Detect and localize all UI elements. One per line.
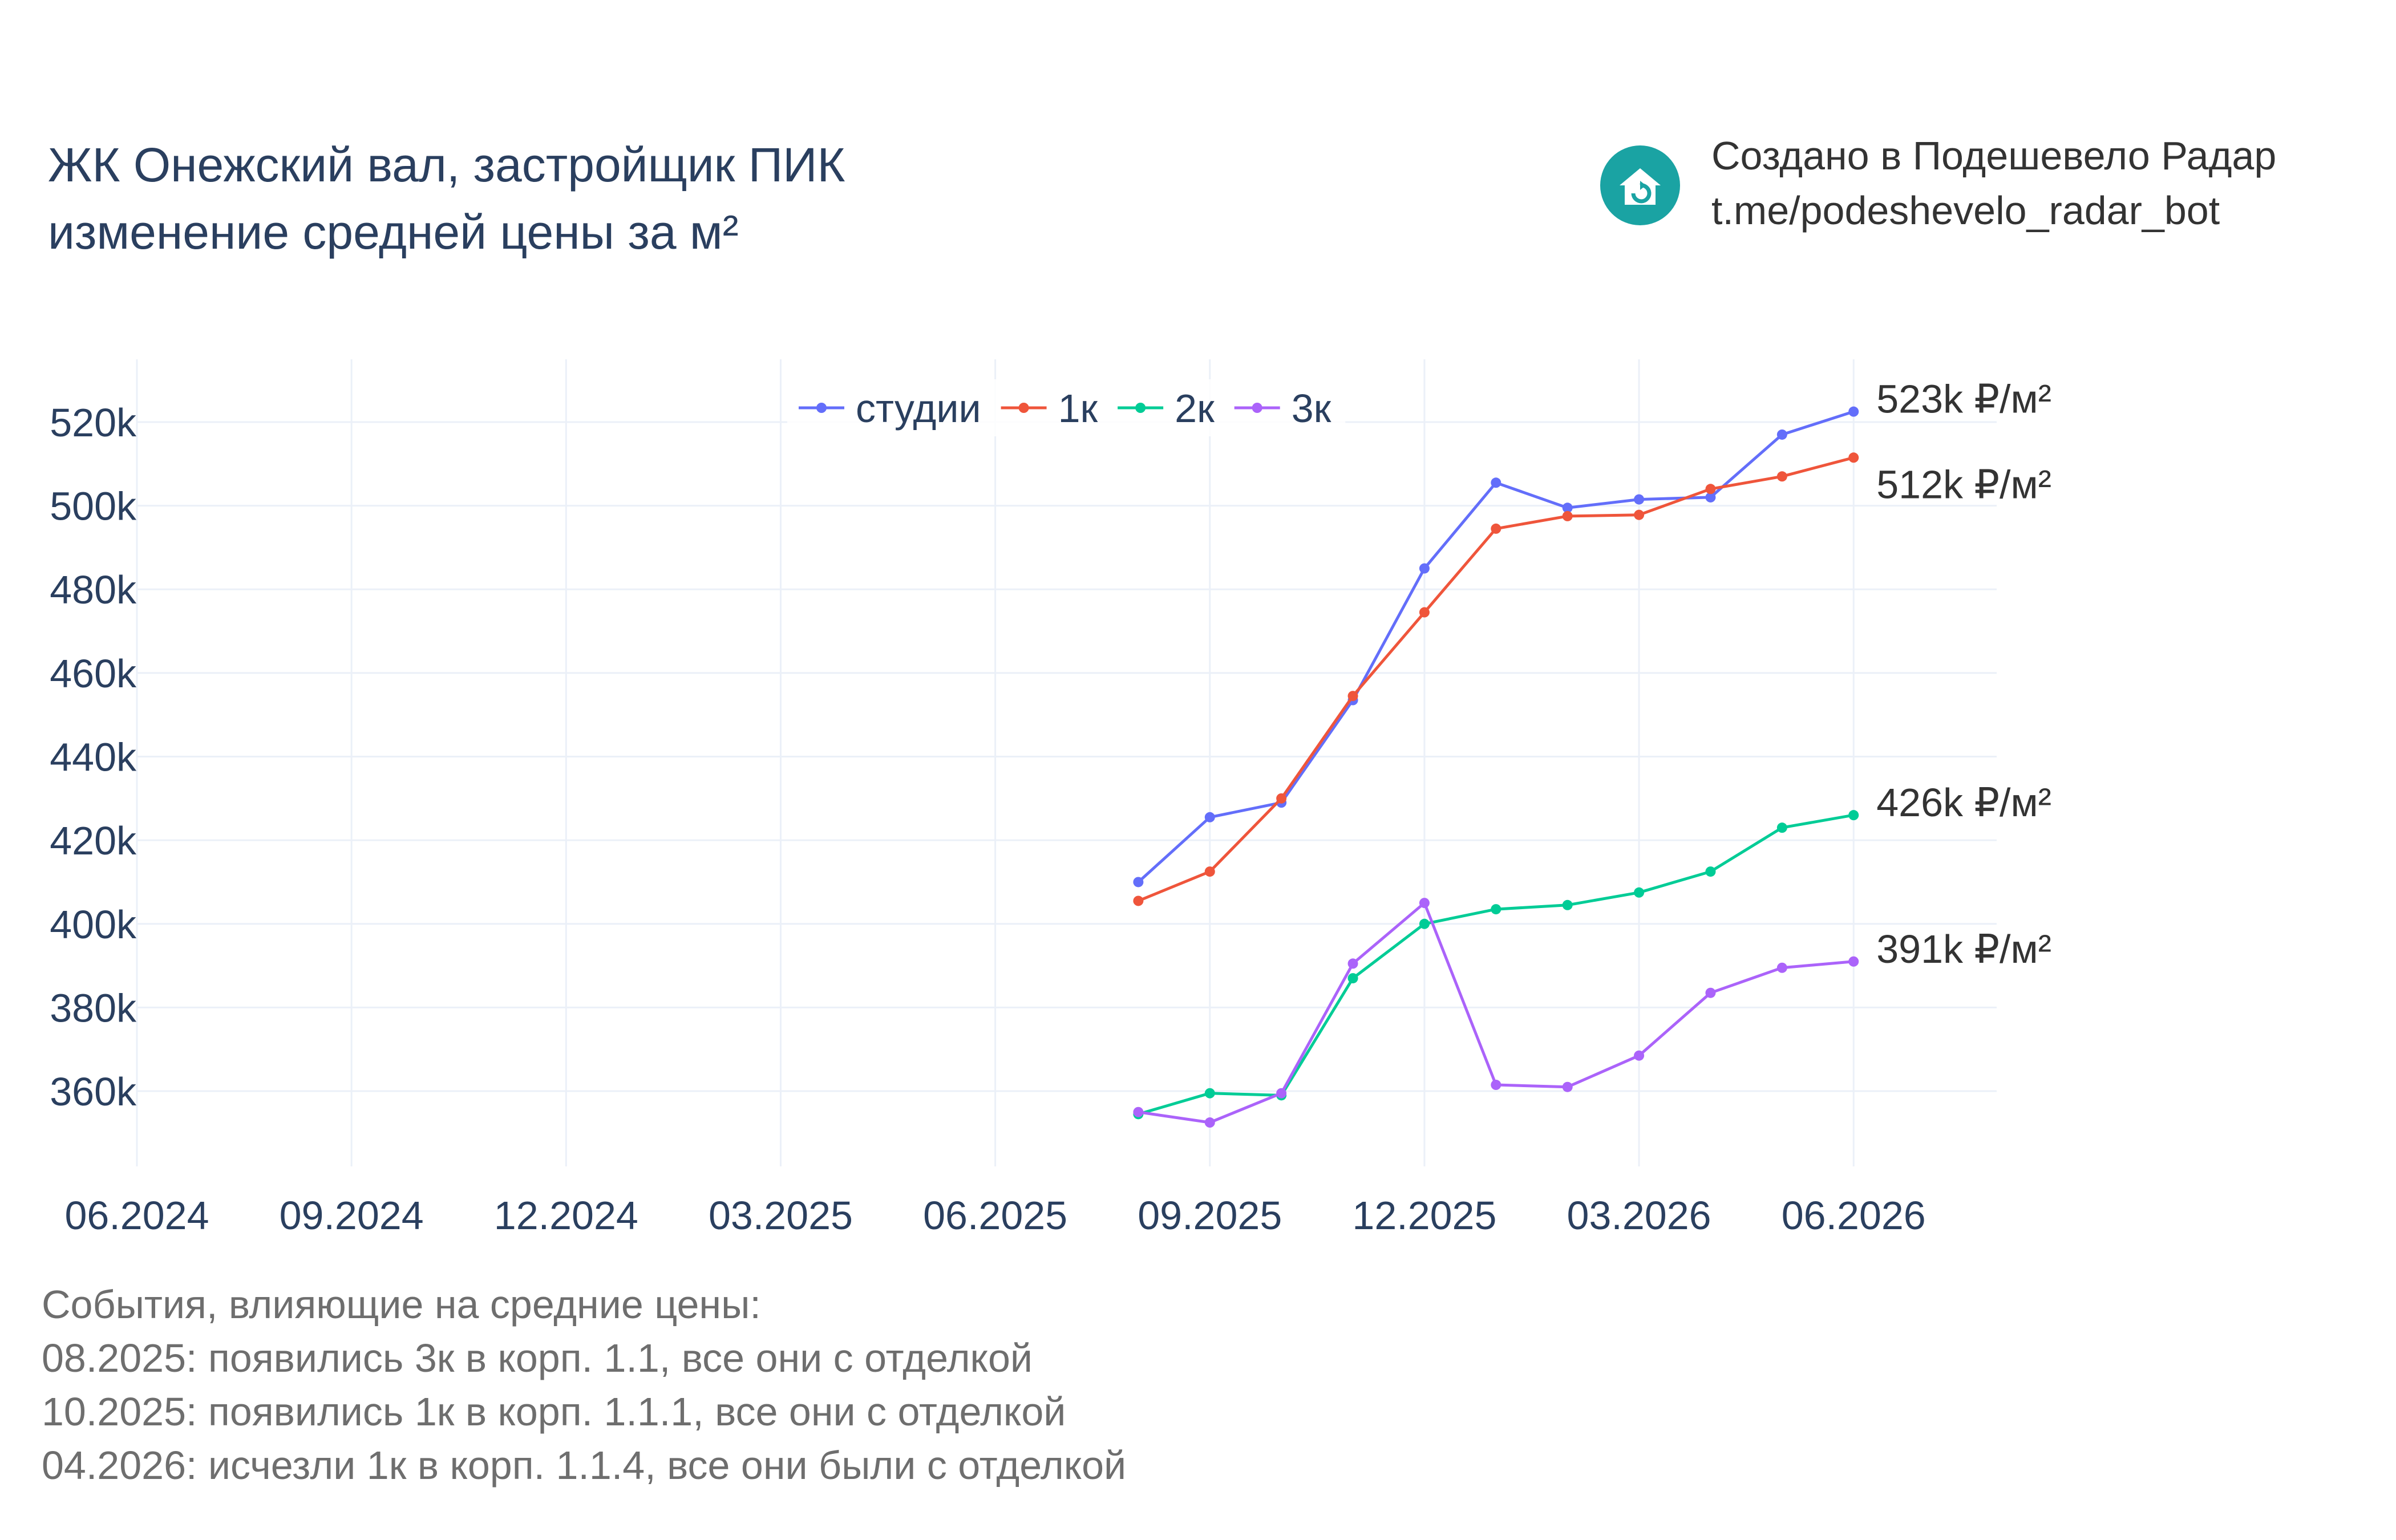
series-3к-point [1276, 1088, 1287, 1099]
legend-item-студии-marker [816, 403, 827, 413]
y-tick-label: 400k [50, 902, 137, 947]
series-3к-point [1419, 898, 1430, 909]
brand-link[interactable]: t.me/podeshevelo_radar_bot [1711, 188, 2220, 233]
y-tick-label: 480k [50, 568, 137, 612]
axis-labels: 06.2024 09.2024 12.2024 03.2025 06.2025 09.20… [50, 400, 1926, 1238]
series-3к-point [1634, 1050, 1645, 1061]
legend-item-2к-marker [1135, 403, 1146, 413]
x-tick-label: 12.2025 [1352, 1193, 1496, 1238]
legend-item-3к-marker [1252, 403, 1262, 413]
y-tick-label: 520k [50, 400, 137, 445]
series-1к-point [1634, 509, 1645, 520]
end-labels: 523k ₽/м² 512k ₽/м² 426k ₽/м² 391k ₽/м² [1876, 377, 2051, 971]
series-1к-point [1491, 523, 1501, 534]
chart-title-line-2: изменение средней цены за м² [48, 205, 739, 259]
grid-lines [136, 359, 1997, 1166]
y-tick-label: 460k [50, 651, 137, 696]
series-студии-point [1705, 492, 1716, 502]
series-1к-point [1419, 607, 1430, 618]
x-tick-label: 09.2025 [1138, 1193, 1282, 1238]
series-2к-point [1776, 822, 1787, 833]
series-студии-point [1776, 429, 1787, 440]
events-heading: События, влияющие на средние цены: [42, 1282, 761, 1327]
x-tick-label: 06.2025 [923, 1193, 1067, 1238]
series-1к-point [1133, 895, 1144, 906]
series-1к-point [1347, 691, 1358, 702]
legend-item-2к-label: 2к [1175, 386, 1215, 431]
brand-line-1: Создано в Подешевело Радар [1711, 133, 2277, 178]
series-студии-end-label: 523k ₽/м² [1876, 377, 2051, 422]
y-tick-label: 500k [50, 484, 137, 529]
series-2к-point [1491, 904, 1501, 915]
series-3к-point [1705, 987, 1716, 998]
y-tick-label: 360k [50, 1069, 137, 1114]
series-2к-point [1848, 810, 1859, 821]
series-3к-point [1776, 962, 1787, 973]
series-1к-point [1776, 471, 1787, 482]
legend-item-3к-label: 3к [1292, 386, 1331, 431]
series-3к-point [1204, 1117, 1215, 1128]
series-3к-point [1133, 1107, 1144, 1117]
series-студии-point [1419, 563, 1430, 574]
series-2к-point [1419, 918, 1430, 929]
x-tick-label: 09.2024 [280, 1193, 424, 1238]
y-tick-label: 380k [50, 986, 137, 1030]
legend-item-1к-marker [1018, 403, 1029, 413]
series-2к-point [1347, 973, 1358, 984]
series-студии-point [1634, 494, 1645, 505]
series-1к-end-label: 512k ₽/м² [1876, 463, 2051, 507]
legend-item-студии-label: студии [856, 386, 981, 431]
event-item: 08.2025: появились 3к в корп. 1.1, все о… [42, 1336, 1033, 1380]
legend-items: студии 1к 2к 3к [787, 379, 1346, 436]
legend: студии 1к 2к 3к [787, 379, 1346, 436]
series-3к-end-label: 391k ₽/м² [1876, 927, 2051, 971]
x-tick-label: 03.2026 [1567, 1193, 1711, 1238]
series-3к-point [1562, 1081, 1573, 1092]
y-tick-label: 420k [50, 818, 137, 863]
series-1к-point [1562, 510, 1573, 521]
legend-item-1к-label: 1к [1058, 386, 1098, 431]
series-3к-point [1347, 958, 1358, 969]
events-note: События, влияющие на средние цены: 08.20… [42, 1278, 1126, 1492]
series-1к-point [1276, 793, 1287, 804]
series-студии-point [1848, 406, 1859, 417]
x-tick-label: 06.2026 [1782, 1193, 1926, 1238]
series-студии-point [1204, 812, 1215, 822]
series-2к-point [1705, 866, 1716, 877]
series-3к-point [1491, 1080, 1501, 1091]
chart-title-line-1: ЖК Онежский вал, застройщик ПИК [48, 138, 845, 192]
series-2к-point [1204, 1088, 1215, 1099]
x-tick-label: 03.2025 [709, 1193, 853, 1238]
series-2к-end-label: 426k ₽/м² [1876, 780, 2051, 825]
x-tick-label: 06.2024 [64, 1193, 209, 1238]
event-item: 04.2026: исчезли 1к в корп. 1.1.4, все о… [42, 1443, 1127, 1488]
series-студии-point [1491, 477, 1501, 488]
series-lines [1133, 406, 1859, 1128]
series-2к-line [1138, 813, 1854, 1116]
brand-credit: Создано в Подешевело Радар t.me/podeshev… [1711, 128, 2276, 238]
series-2к-point [1634, 887, 1645, 898]
y-tick-label: 440k [50, 735, 137, 780]
series-2к-point [1562, 899, 1573, 910]
series-1к-point [1848, 452, 1859, 463]
series-3к-point [1848, 956, 1859, 967]
x-tick-label: 12.2024 [494, 1193, 638, 1238]
house-refresh-icon [1600, 145, 1680, 225]
series-студии-point [1562, 502, 1573, 513]
series-1к-point [1705, 484, 1716, 495]
series-1к-point [1204, 866, 1215, 877]
series-студии-point [1133, 877, 1144, 887]
chart-title: ЖК Онежский вал, застройщик ПИК изменени… [48, 131, 845, 266]
event-item: 10.2025: появились 1к в корп. 1.1.1, все… [42, 1389, 1066, 1434]
